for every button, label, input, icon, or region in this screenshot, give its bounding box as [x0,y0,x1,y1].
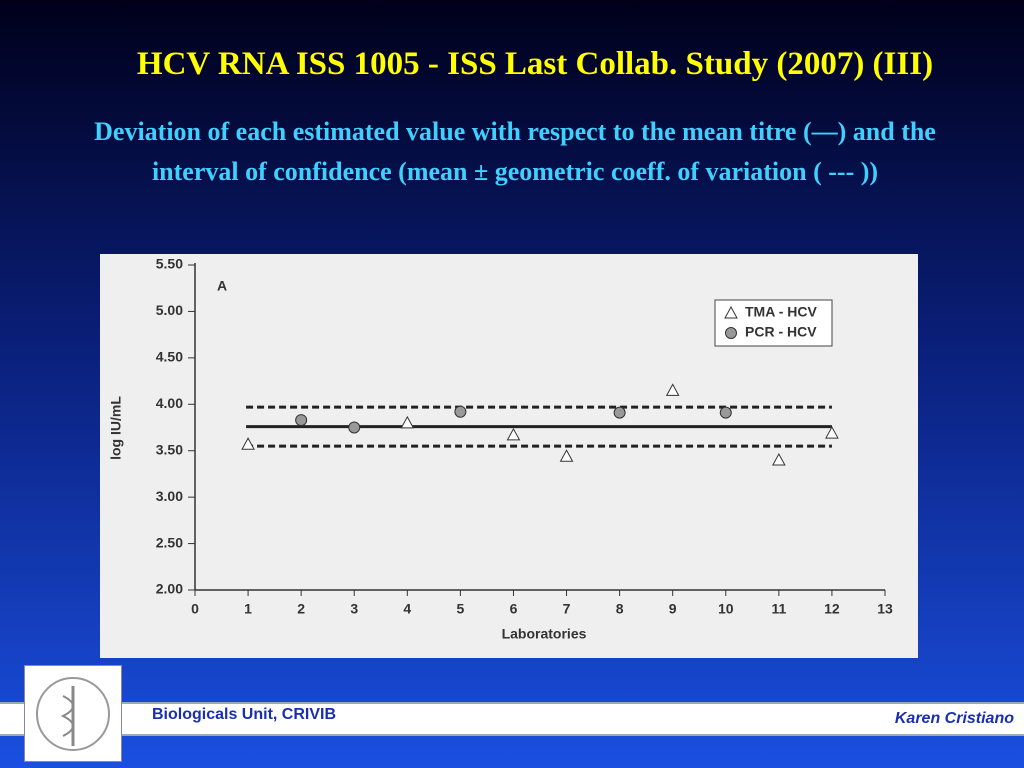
x-tick-label: 0 [191,601,199,617]
slide-title: HCV RNA ISS 1005 - ISS Last Collab. Stud… [136,46,934,82]
logo [24,665,122,762]
x-tick-label: 7 [563,601,571,617]
circle-marker [348,421,361,434]
triangle-marker [241,437,255,450]
circle-marker [295,414,308,427]
x-tick-label: 6 [510,601,518,617]
x-tick-label: 5 [456,601,464,617]
y-tick-label: 4.50 [156,349,183,365]
triangle-marker [772,452,786,466]
x-tick-label: 3 [350,601,358,617]
y-tick-label: 3.50 [156,441,183,457]
circle-marker [725,327,737,339]
circle-marker [613,406,626,419]
circle-marker [719,406,732,419]
x-tick-label: 10 [718,601,734,617]
footer-left: Biologicals Unit, CRIVIB [152,706,337,723]
y-tick-label: 2.50 [156,534,183,550]
slide-subtitle: Deviation of each estimated value with r… [94,117,936,186]
x-tick-label: 2 [297,601,305,617]
triangle-marker [665,383,680,396]
circle-marker [454,405,467,418]
x-tick-label: 4 [403,601,411,617]
y-tick-label: 3.00 [156,488,183,504]
y-tick-label: 4.00 [156,395,183,411]
panel-label: A [217,278,227,294]
triangle-marker [559,449,574,462]
x-tick-label: 11 [771,601,786,617]
x-tick-label: 13 [877,601,893,617]
x-tick-label: 9 [669,601,677,617]
x-axis-label: Laboratories [502,626,587,642]
footer-band [0,702,1024,736]
triangle-marker [825,426,839,439]
triangle-marker [724,305,738,319]
triangle-marker [400,415,415,429]
y-axis-label: log IU/mL [108,396,124,460]
logo-graphic [36,677,110,751]
y-tick-label: 5.00 [156,302,183,318]
chart: A Laboratories log IU/mL 2.00 2.50 3.00 3.5… [100,254,918,658]
x-tick-label: 12 [824,601,840,617]
footer-right: Karen Cristiano [894,710,1014,727]
x-tick-label: 8 [616,601,624,617]
y-tick-label: 5.50 [156,256,183,272]
legend-label: PCR - HCV [745,324,817,340]
triangle-marker [506,427,521,441]
legend-box [714,299,833,347]
y-tick-label: 2.00 [156,581,183,597]
x-tick-label: 1 [244,601,252,617]
legend-label: TMA - HCV [745,304,817,320]
